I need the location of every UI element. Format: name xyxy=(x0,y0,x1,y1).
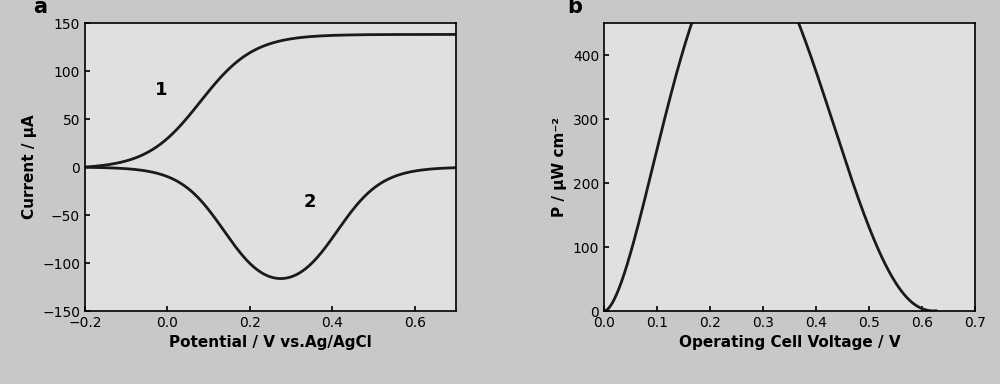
Text: 1: 1 xyxy=(155,81,168,99)
Text: b: b xyxy=(567,0,582,17)
X-axis label: Potential / V vs.Ag/AgCl: Potential / V vs.Ag/AgCl xyxy=(169,336,372,351)
Y-axis label: P / μW cm⁻²: P / μW cm⁻² xyxy=(552,117,567,217)
Y-axis label: Current / μA: Current / μA xyxy=(22,115,37,219)
Text: a: a xyxy=(33,0,47,17)
X-axis label: Operating Cell Voltage / V: Operating Cell Voltage / V xyxy=(679,336,900,351)
Text: 2: 2 xyxy=(303,194,316,211)
